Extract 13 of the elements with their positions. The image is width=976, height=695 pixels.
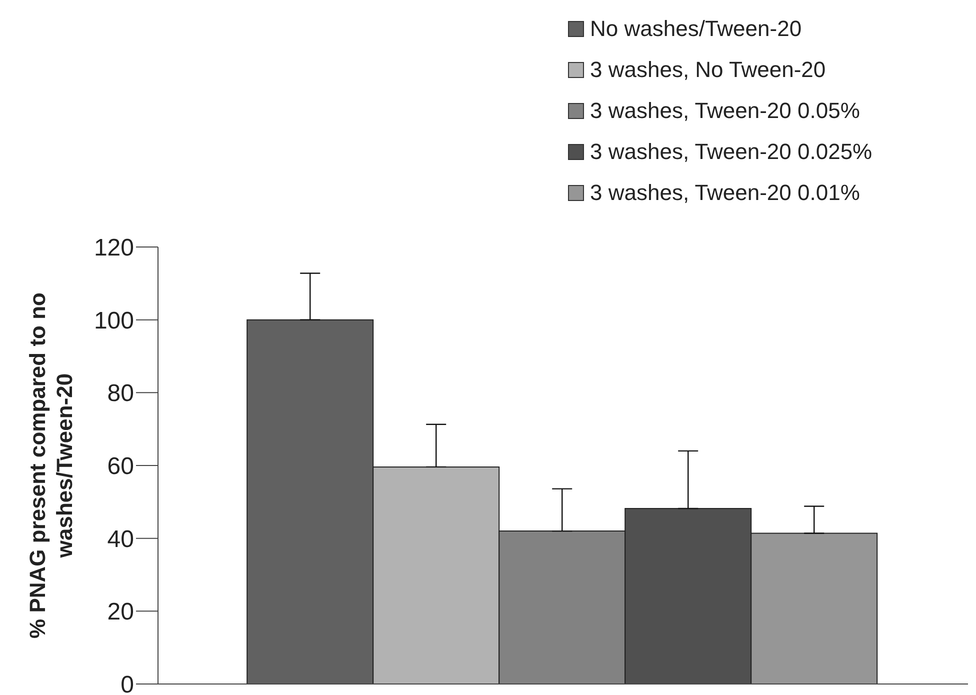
y-tick-label: 120 [94, 234, 134, 262]
y-tick-label: 20 [107, 598, 134, 626]
legend-label: 3 washes, No Tween-20 [590, 56, 826, 82]
y-tick-label: 80 [107, 380, 134, 408]
y-tick-label: 100 [94, 307, 134, 334]
y-axis-title: % PNAG present compared to no washes/Tween-20 [25, 292, 77, 638]
y-tick-label: 60 [107, 453, 134, 480]
legend-label: No washes/Tween-20 [590, 16, 802, 42]
legend-label: 3 washes, Tween-20 0.01% [590, 180, 860, 206]
y-tick-label: 40 [107, 526, 134, 553]
y-tick-label: 0 [120, 672, 134, 695]
legend-label: 3 washes, Tween-20 0.025% [590, 138, 872, 164]
legend-label: 3 washes, Tween-20 0.05% [590, 98, 860, 124]
